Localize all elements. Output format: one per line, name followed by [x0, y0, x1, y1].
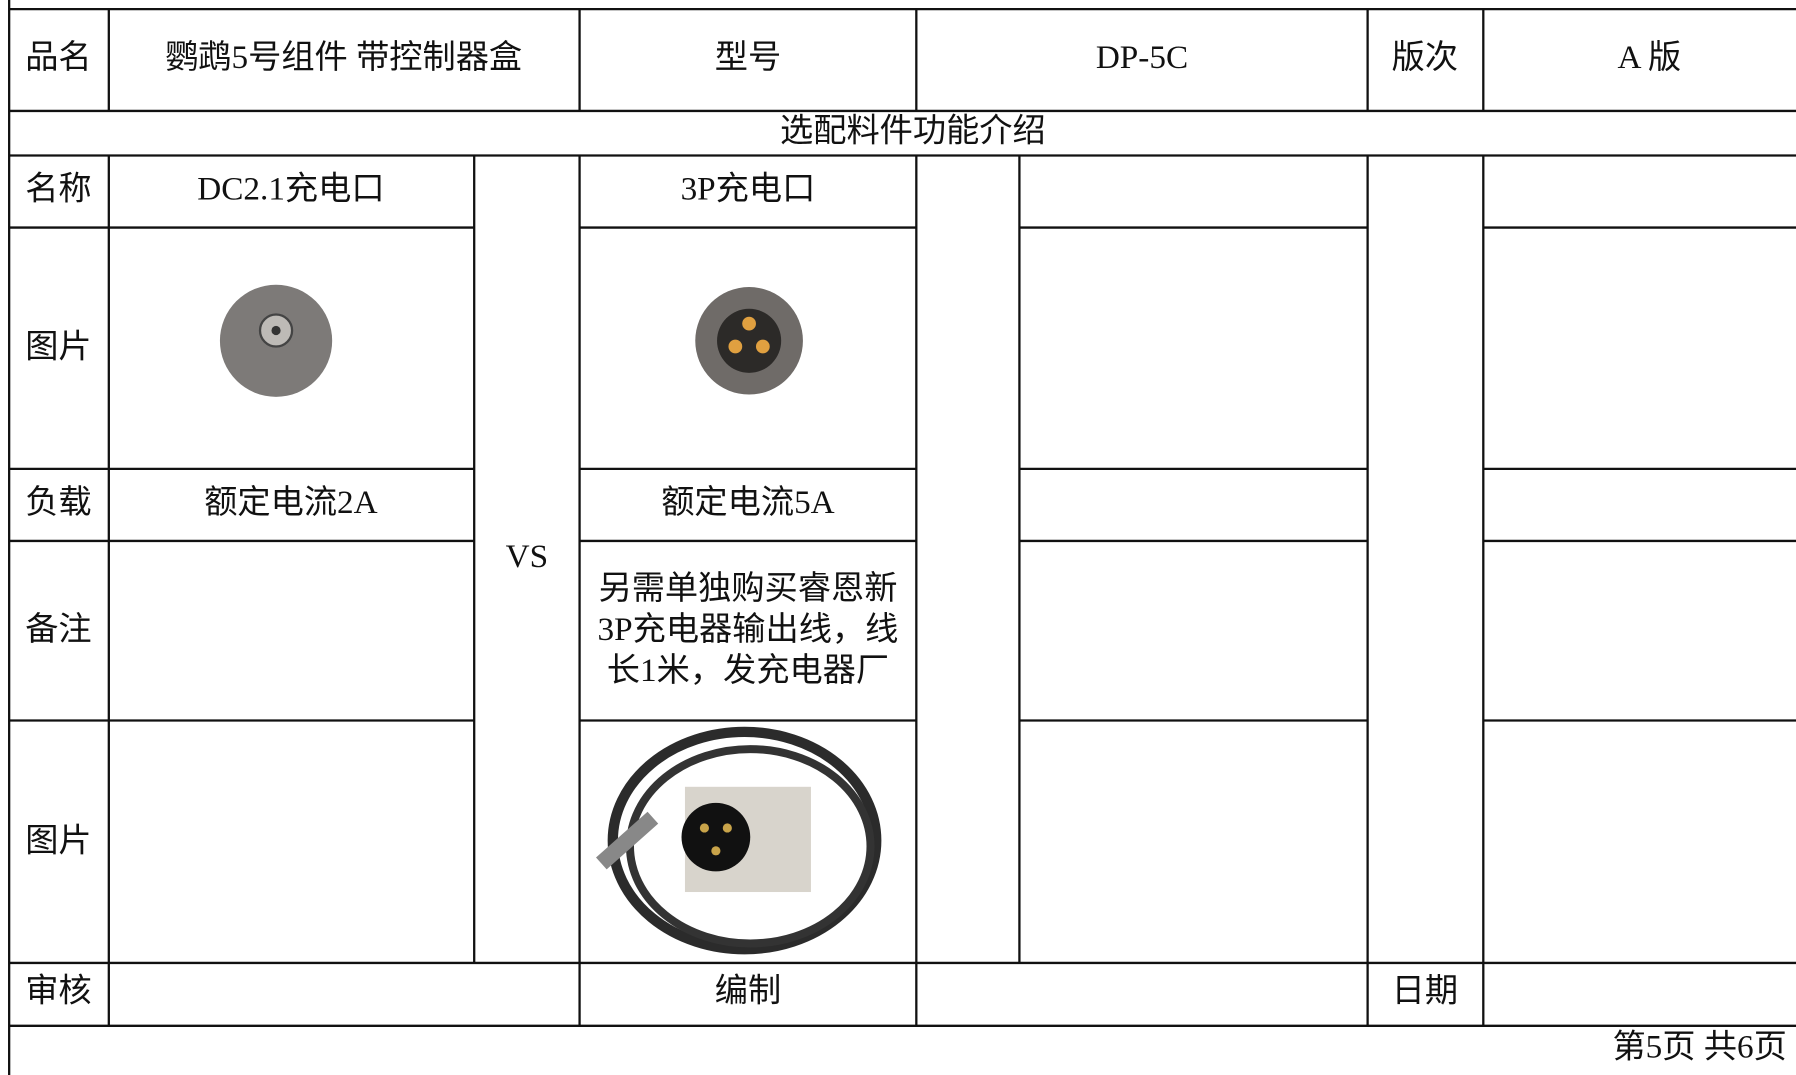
- section-title: 选配料件功能介绍: [780, 112, 1046, 149]
- row-label: 名称: [25, 171, 91, 208]
- label: 版次: [1392, 39, 1458, 76]
- 3p-port-image: [695, 287, 803, 395]
- note-line: 长1米，发充电器厂: [607, 652, 889, 689]
- label: 审核: [25, 972, 91, 1009]
- option-load: 额定电流2A: [204, 484, 377, 521]
- label: 编制: [715, 972, 781, 1009]
- table-grid: [8, 0, 1796, 1075]
- row-label: 图片: [25, 329, 91, 366]
- version: A 版: [1618, 39, 1682, 76]
- model: DP-5C: [1096, 39, 1188, 76]
- dc-port-image: [219, 284, 333, 397]
- cable-image: [596, 726, 882, 955]
- note-line: 3P充电器输出线，线: [598, 611, 899, 648]
- row-label: 负载: [25, 484, 91, 521]
- vs-label: VS: [506, 538, 548, 575]
- option-load: 额定电流5A: [661, 484, 834, 521]
- page-info: 第5页 共6页: [1612, 1028, 1786, 1065]
- note-line: 另需单独购买睿恩新: [598, 570, 897, 607]
- label: 型号: [715, 39, 781, 76]
- option-name: 3P充电口: [681, 171, 816, 208]
- option-name: DC2.1充电口: [197, 171, 384, 208]
- label: 品名: [25, 39, 91, 76]
- row-label: 备注: [25, 611, 91, 648]
- product-name: 鹦鹉5号组件 带控制器盒: [165, 39, 522, 76]
- row-label: 图片: [25, 823, 91, 860]
- label: 日期: [1392, 972, 1458, 1009]
